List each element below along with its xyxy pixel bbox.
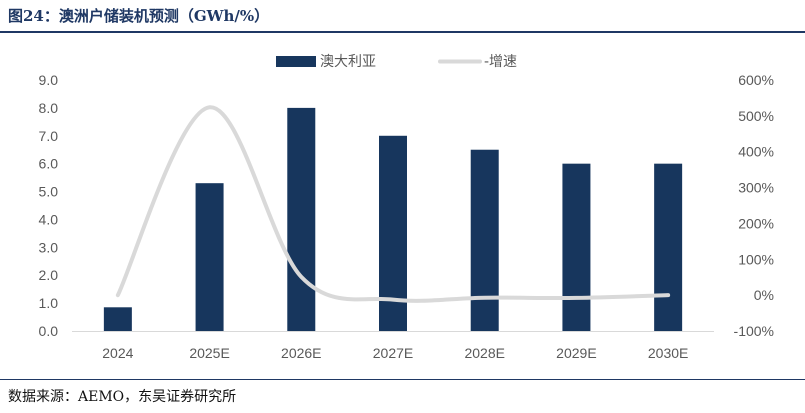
left-axis-tick-label: 8.0: [39, 100, 59, 116]
x-axis-tick-label: 2024: [102, 345, 133, 361]
legend-line-label: -增速: [484, 54, 517, 70]
right-axis: -100% 0% 100% 200% 300% 400% 500% 600%: [734, 72, 774, 339]
right-axis-tick-label: 500%: [738, 108, 774, 124]
legend-bar-label: 澳大利亚: [320, 54, 376, 70]
right-axis-tick-label: 600%: [738, 72, 774, 88]
x-axis-tick-label: 2027E: [373, 345, 413, 361]
right-axis-tick-label: 400%: [738, 144, 774, 160]
right-axis-tick-label: -100%: [734, 323, 774, 339]
left-axis-tick-label: 0.0: [39, 323, 59, 339]
left-axis-tick-label: 2.0: [39, 267, 59, 283]
right-axis-tick-label: 300%: [738, 180, 774, 196]
x-axis-tick-label: 2028E: [464, 345, 504, 361]
bar: [654, 163, 683, 331]
figure-title: 图24：澳洲户储装机预测（GWh/%）: [8, 7, 270, 25]
right-axis-tick-label: 100%: [738, 251, 774, 267]
bar: [562, 163, 591, 331]
x-axis: 2024 2025E 2026E 2027E 2028E 2029E 2030E: [72, 331, 714, 361]
growth-line-series: [115, 105, 671, 303]
chart-plot: 澳大利亚 -增速 0.01.02.03.04.05.06.07.08.09.0 …: [39, 54, 774, 361]
right-axis-tick-label: 200%: [738, 215, 774, 231]
growth-line: [115, 105, 671, 303]
x-axis-tick-label: 2030E: [648, 345, 688, 361]
footer-divider: [0, 379, 805, 380]
chart-legend: 澳大利亚 -增速: [276, 54, 517, 70]
legend-bar-swatch: [276, 56, 316, 67]
source-note: 数据来源：AEMO，东吴证券研究所: [8, 389, 237, 405]
bar: [103, 307, 132, 331]
left-axis-tick-label: 3.0: [39, 239, 59, 255]
left-axis-tick-label: 6.0: [39, 156, 59, 172]
bar: [195, 183, 224, 331]
title-divider: [0, 31, 805, 33]
left-axis-tick-label: 9.0: [39, 72, 59, 88]
bar: [287, 107, 316, 331]
left-axis-tick-label: 7.0: [39, 128, 59, 144]
right-axis-tick-label: 0%: [754, 287, 774, 303]
left-axis-tick-label: 5.0: [39, 184, 59, 200]
left-axis-tick-label: 1.0: [39, 295, 59, 311]
x-axis-tick-label: 2026E: [281, 345, 321, 361]
x-axis-tick-label: 2029E: [556, 345, 596, 361]
x-axis-tick-label: 2025E: [189, 345, 229, 361]
left-axis: 0.0 1.0 2.0 3.0 4.0 5.0 6.0 7.0 8.0 9.0: [39, 72, 59, 339]
left-axis-tick-label: 4.0: [39, 211, 59, 227]
bar: [470, 149, 499, 331]
